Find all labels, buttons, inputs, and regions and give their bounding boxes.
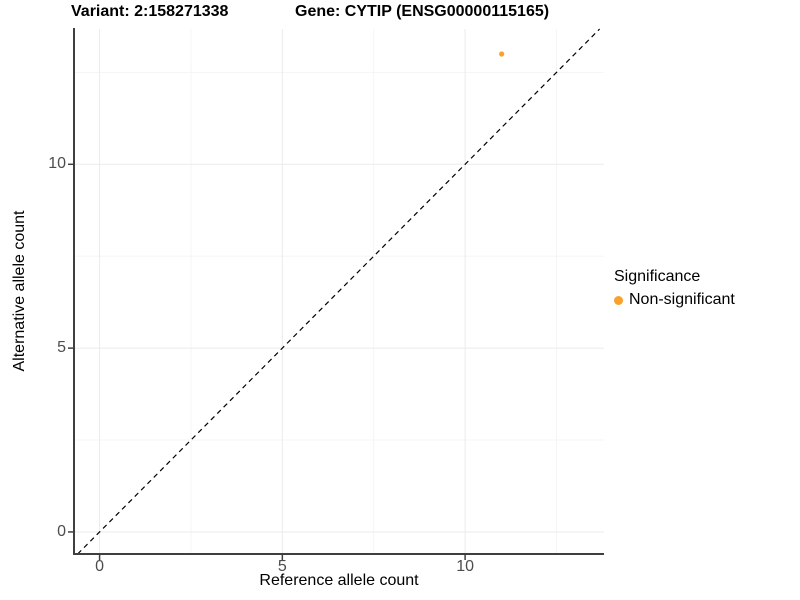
legend-title: Significance	[614, 268, 701, 285]
data-point	[499, 51, 505, 57]
legend: Significance Non-significant	[614, 268, 735, 309]
identity-dashed-line	[77, 28, 601, 555]
y-tick-label: 10	[48, 155, 66, 173]
legend-item-label: Non-significant	[629, 291, 735, 308]
plot-panel	[68, 28, 604, 560]
x-axis-label: Reference allele count	[259, 572, 419, 589]
y-tick-label: 5	[57, 339, 66, 357]
y-tick-label: 0	[57, 522, 66, 540]
x-tick-label: 10	[456, 558, 474, 575]
legend-point-icon	[614, 295, 623, 305]
plot-title-gene: Gene: CYTIP (ENSG00000115165)	[295, 3, 550, 20]
x-tick-label: 0	[95, 558, 105, 575]
plot-title-variant: Variant: 2:158271338	[71, 3, 229, 20]
legend-item-non-significant: Non-significant	[614, 291, 735, 309]
x-tick-label: 5	[277, 558, 287, 575]
